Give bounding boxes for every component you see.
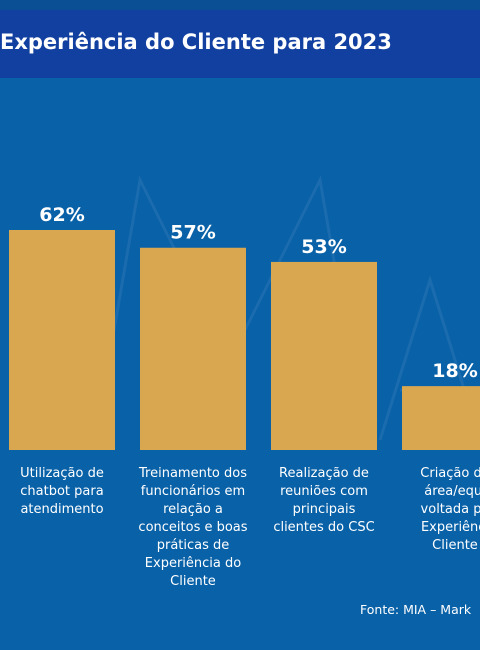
bar-0	[9, 230, 115, 450]
bar-value-label-0: 62%	[39, 204, 84, 226]
category-label-2: Realização de reuniões com principais cl…	[273, 466, 375, 535]
source-note: Fonte: MIA – Mark	[360, 602, 472, 617]
top-strip	[0, 0, 480, 10]
bar-1	[140, 247, 246, 450]
chart-title: Experiência do Cliente para 2023	[0, 30, 392, 54]
bar-value-label-3: 18%	[432, 360, 477, 382]
header-band	[0, 10, 480, 78]
bar-2	[271, 261, 377, 450]
category-label-1: Treinamento dos funcionários em relação …	[138, 466, 248, 589]
bar-3	[402, 386, 480, 450]
category-label-3: Criação de área/equi voltada pa Experiên…	[420, 466, 480, 553]
category-label-0: Utilização de chatbot para atendimento	[20, 466, 104, 517]
bar-value-label-2: 53%	[301, 236, 346, 258]
bar-value-label-1: 57%	[170, 222, 215, 244]
